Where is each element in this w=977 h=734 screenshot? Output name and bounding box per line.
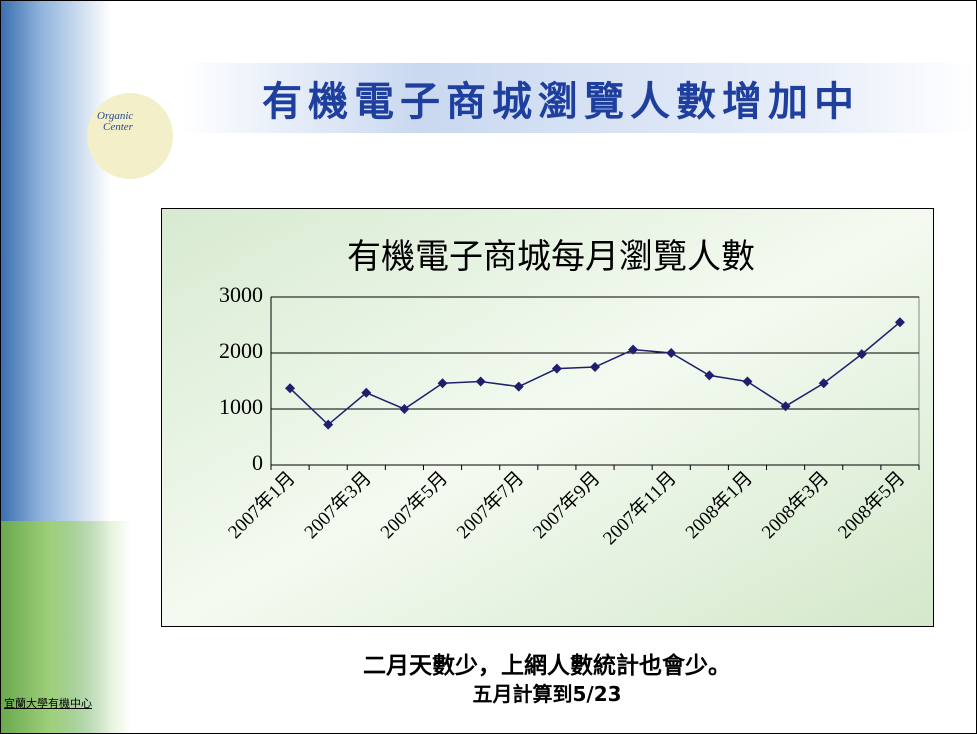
note: 二月天數少，上網人數統計也會少。 (161, 646, 933, 680)
y-tick-label: 1000 (219, 394, 263, 419)
note: 五月計算到5/23 (161, 678, 933, 707)
slide: 有機電子商城瀏覽人數增加中 OrganicCenter 有機電子商城每月瀏覽人數… (0, 0, 977, 734)
y-tick-label: 0 (252, 450, 263, 475)
chart-title: 有機電子商城每月瀏覽人數 (347, 238, 755, 276)
slide-title: 有機電子商城瀏覽人數增加中 (191, 69, 931, 127)
footer: 宜蘭大學有機中心 (4, 695, 92, 711)
logo-text: Center (97, 122, 173, 133)
y-tick-label: 3000 (219, 282, 263, 307)
y-tick-label: 2000 (219, 338, 263, 363)
